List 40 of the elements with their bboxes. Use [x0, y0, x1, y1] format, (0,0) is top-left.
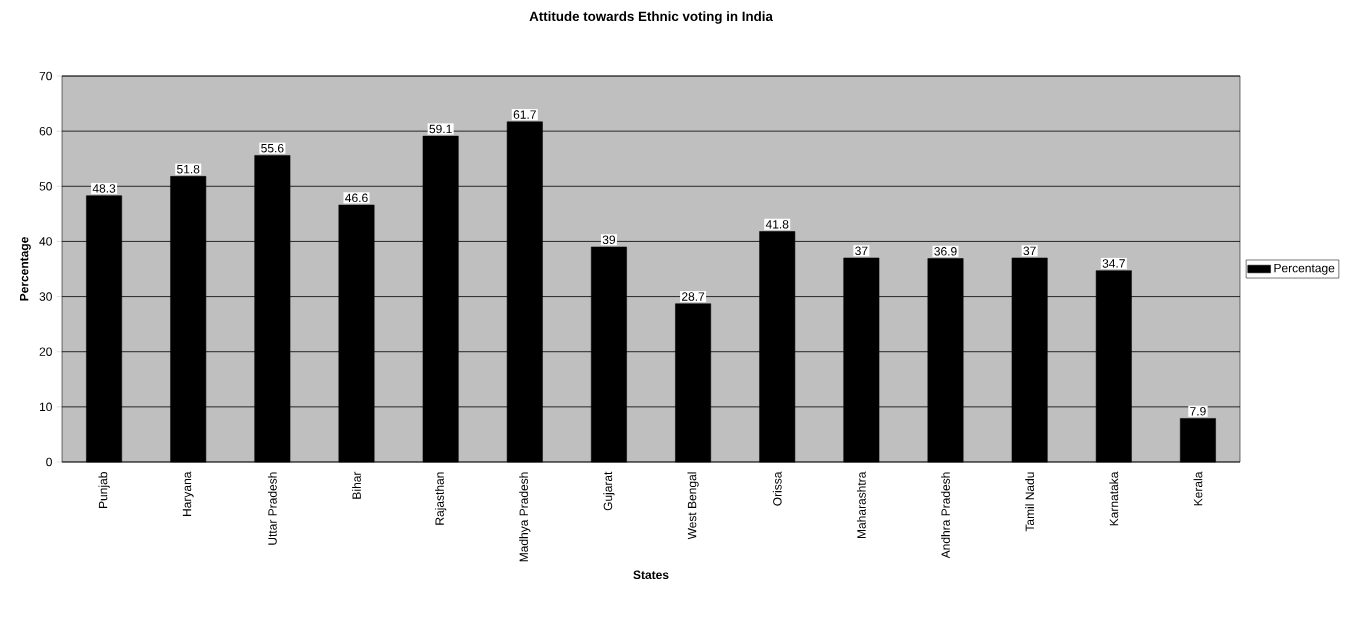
- x-tick-label: Tamil Nadu: [1025, 472, 1035, 532]
- y-axis-title: Percentage: [19, 237, 31, 301]
- data-label: 48.3: [92, 184, 116, 193]
- y-tick-label: 10: [39, 402, 52, 412]
- x-tick-label: West Bengal: [687, 472, 699, 540]
- data-label: 37: [855, 246, 868, 256]
- x-tick-label: Haryana: [182, 471, 194, 516]
- x-tick-label: Maharashtra: [856, 471, 866, 538]
- data-label: 39: [602, 235, 616, 245]
- x-tick-label: Madhya Pradesh: [519, 472, 531, 562]
- y-tick-label: 0: [46, 457, 52, 467]
- y-tick-label: 30: [39, 292, 52, 301]
- data-label: 55.6: [261, 143, 284, 153]
- y-tick-label: 20: [39, 347, 52, 356]
- data-label: 37: [1023, 246, 1036, 256]
- y-tick-label: 70: [39, 71, 52, 81]
- data-label: 51.8: [177, 164, 200, 174]
- data-label: 61.7: [513, 110, 536, 119]
- data-label: 46.6: [345, 193, 368, 203]
- y-tick-label: 40: [39, 237, 52, 246]
- x-tick-label: Karnataka: [1109, 471, 1119, 526]
- y-tick-label: 50: [39, 182, 52, 191]
- data-label: 28.7: [682, 292, 705, 301]
- x-tick-label: Andhra Pradesh: [941, 472, 950, 559]
- x-tick-label: Gujarat: [603, 471, 615, 511]
- data-label: 34.7: [1102, 259, 1125, 268]
- x-axis-title: States: [633, 570, 669, 580]
- x-tick-label: Orissa: [772, 471, 782, 506]
- x-tick-label: Punjab: [98, 472, 110, 508]
- x-tick-label: Rajasthan: [435, 472, 447, 525]
- chart-title: Attitude towards Ethnic voting in India: [529, 11, 773, 24]
- data-label: 36.9: [934, 247, 957, 256]
- x-tick-label: Bihar: [352, 471, 361, 499]
- data-label: 59.1: [429, 124, 452, 134]
- y-tick-label: 60: [39, 126, 52, 136]
- x-tick-label: Kerala: [1193, 471, 1203, 506]
- data-label: 7.9: [1190, 407, 1206, 416]
- x-tick-label: Uttar Pradesh: [267, 472, 277, 545]
- data-label: 41.8: [765, 220, 789, 229]
- legend-label: Percentage: [1274, 263, 1335, 275]
